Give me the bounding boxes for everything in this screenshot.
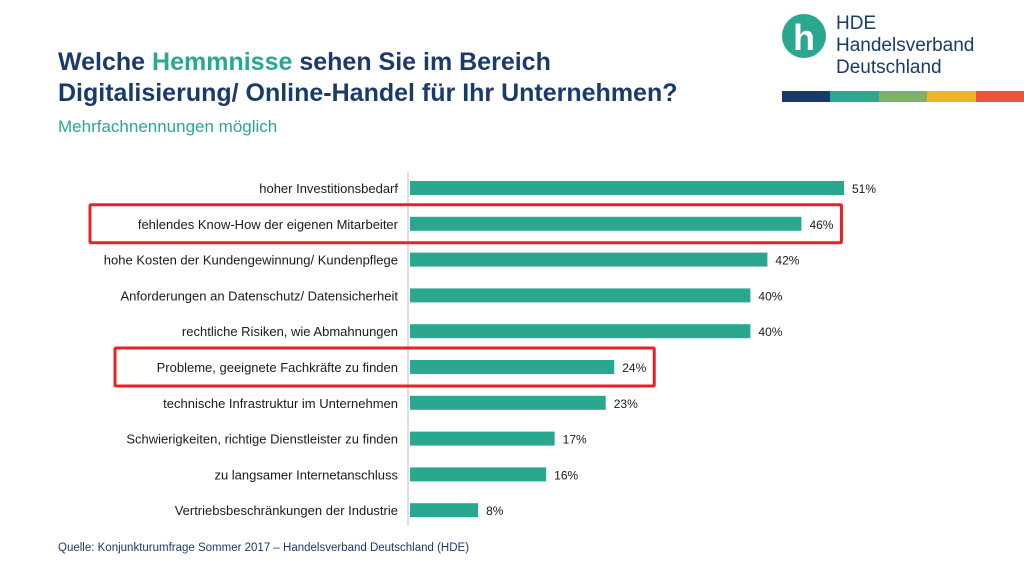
category-label: Anforderungen an Datenschutz/ Datensiche… — [120, 288, 398, 303]
highlight-box — [113, 346, 656, 388]
title-line-2: Digitalisierung/ Online-Handel für Ihr U… — [58, 79, 678, 107]
bar — [410, 252, 768, 267]
page-subtitle: Mehrfachnennungen möglich — [58, 117, 278, 136]
bar — [410, 431, 555, 446]
category-label: fehlendes Know-How der eigenen Mitarbeit… — [138, 217, 399, 232]
category-label: hohe Kosten der Kundengewinnung/ Kundenp… — [104, 253, 398, 268]
value-label: 40% — [758, 325, 782, 339]
logo-letter: h — [793, 17, 815, 58]
page-title: Welche Hemmnisse sehen Sie im Bereich Dig… — [58, 47, 678, 109]
value-label: 46% — [809, 218, 833, 232]
category-label: Probleme, geeignete Fachkräfte zu finden — [157, 360, 398, 375]
category-label: rechtliche Risiken, wie Abmahnungen — [182, 324, 398, 339]
value-label: 24% — [622, 361, 646, 375]
title-highlight: Hemmnisse — [152, 48, 293, 76]
brand-stripe — [782, 91, 831, 102]
value-label: 40% — [758, 289, 782, 303]
value-label: 16% — [554, 468, 578, 482]
bar — [410, 324, 751, 339]
category-label: technische Infrastruktur im Unternehmen — [163, 396, 398, 411]
bar — [410, 216, 802, 231]
bar — [410, 395, 606, 410]
brand-stripe — [878, 91, 928, 102]
category-label: hoher Investitionsbedarf — [259, 181, 398, 196]
category-label: zu langsamer Internetanschluss — [214, 467, 398, 482]
bar — [410, 467, 547, 482]
value-label: 51% — [852, 182, 876, 196]
value-label: 17% — [563, 433, 587, 447]
bar — [410, 181, 844, 195]
category-label: Vertriebsbeschränkungen der Industrie — [175, 503, 398, 518]
value-label: 23% — [614, 397, 638, 411]
bar — [410, 360, 615, 374]
brand-stripe — [830, 91, 879, 102]
hde-logo-text: HDE Handelsverband Deutschland — [836, 13, 974, 79]
brand-color-stripes — [782, 91, 1024, 102]
highlight-box — [88, 203, 843, 245]
source-note: Quelle: Konjunkturumfrage Sommer 2017 – … — [58, 542, 470, 554]
value-label: 8% — [486, 504, 504, 518]
logo-line-2: Handelsverband — [836, 35, 975, 56]
hde-logo-icon: h — [782, 14, 826, 58]
value-label: 42% — [775, 254, 799, 268]
title-part-1: Welche — [58, 48, 153, 76]
brand-stripe — [975, 91, 1024, 102]
logo-line-3: Deutschland — [836, 57, 942, 78]
bar-chart: hoher Investitionsbedarf 51% fehlendes Kno… — [88, 172, 876, 527]
brand-stripe — [927, 91, 976, 102]
category-label: Schwierigkeiten, richtige Dienstleister … — [126, 432, 398, 447]
title-part-2: sehen Sie im Bereich — [292, 48, 551, 76]
bar — [410, 288, 751, 303]
logo-line-1: HDE — [836, 13, 877, 34]
bar — [410, 503, 479, 518]
